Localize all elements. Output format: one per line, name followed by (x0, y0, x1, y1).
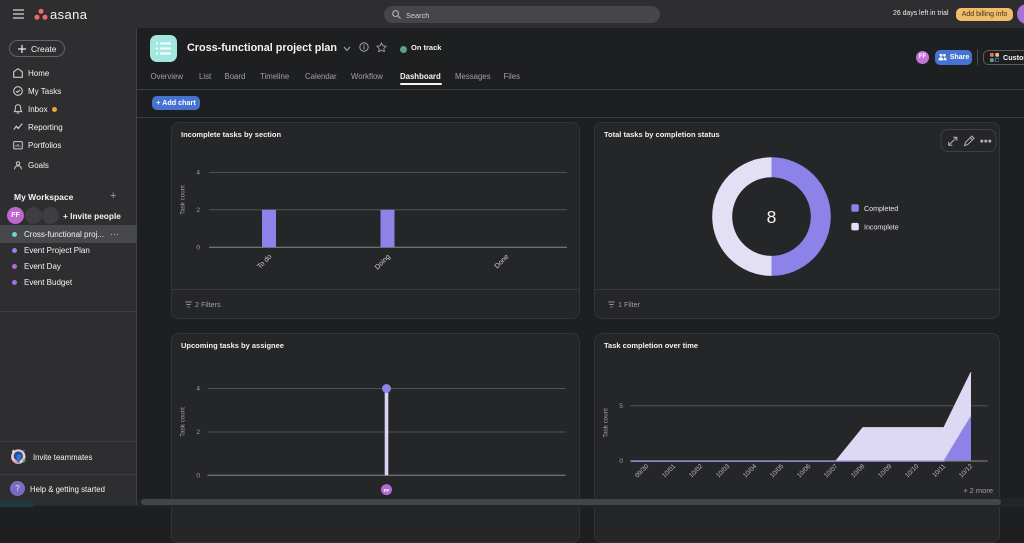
svg-text:5: 5 (619, 403, 623, 410)
svg-text:Incomplete: Incomplete (864, 224, 899, 232)
svg-text:+ 2 more: + 2 more (963, 486, 993, 495)
svg-text:Task count: Task count (180, 185, 187, 215)
svg-text:10/12: 10/12 (958, 463, 975, 480)
svg-text:10/07: 10/07 (823, 463, 840, 480)
svg-text:10/01: 10/01 (661, 463, 678, 480)
svg-text:10/09: 10/09 (877, 463, 894, 480)
svg-text:2: 2 (196, 429, 200, 436)
svg-text:4: 4 (196, 386, 200, 393)
svg-text:Task count: Task count (603, 408, 610, 438)
svg-text:Doing: Doing (374, 253, 392, 271)
svg-text:10/08: 10/08 (850, 463, 867, 480)
svg-text:To do: To do (256, 253, 273, 270)
svg-text:0: 0 (196, 244, 200, 251)
svg-text:FF: FF (384, 488, 390, 494)
svg-text:0: 0 (196, 472, 200, 479)
svg-text:10/11: 10/11 (931, 463, 947, 479)
svg-text:8: 8 (767, 207, 777, 227)
svg-text:Completed: Completed (864, 205, 898, 213)
svg-text:4: 4 (196, 170, 200, 177)
svg-text:10/05: 10/05 (769, 463, 786, 480)
svg-text:10/04: 10/04 (742, 463, 759, 480)
svg-text:2: 2 (196, 207, 200, 214)
svg-text:0: 0 (619, 458, 623, 465)
svg-text:10/02: 10/02 (688, 463, 705, 480)
svg-text:Done: Done (494, 253, 511, 270)
svg-text:10/10: 10/10 (904, 463, 921, 480)
svg-text:10/06: 10/06 (796, 463, 813, 480)
svg-text:09/30: 09/30 (634, 463, 651, 480)
svg-text:Task count: Task count (180, 407, 187, 437)
svg-text:10/03: 10/03 (715, 463, 732, 480)
